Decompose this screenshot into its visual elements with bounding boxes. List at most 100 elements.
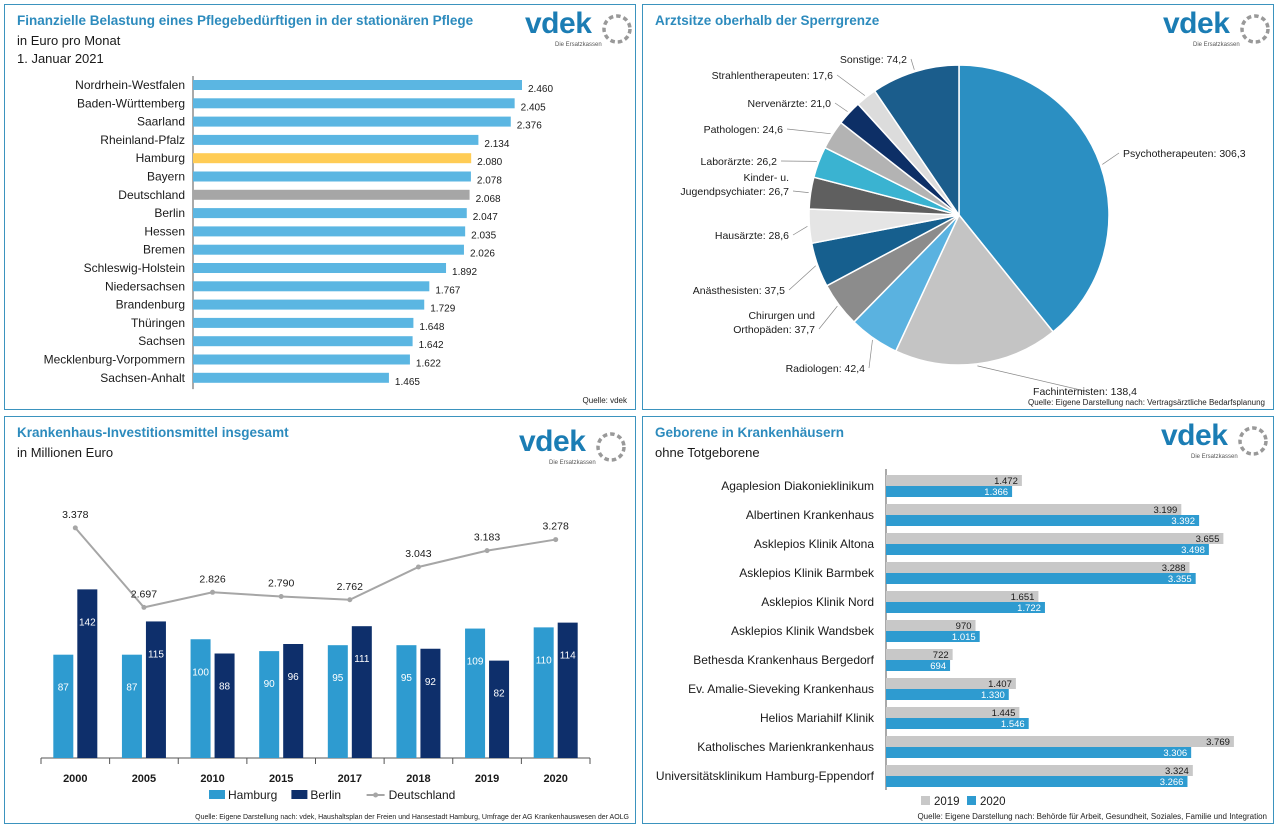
- bar: [193, 226, 466, 237]
- slice-label: Pathologen: 24,6: [704, 124, 784, 136]
- bar: [193, 189, 470, 200]
- category-label: Mecklenburg-Vorpommern: [44, 353, 185, 367]
- chart-title: Krankenhaus-Investitionsmittel insgesamt: [17, 425, 289, 440]
- pie-chart-arztsitze: Psychotherapeuten: 306,3 Fachinternisten:…: [680, 54, 1245, 398]
- leader-line: [792, 190, 809, 193]
- data-label: 110: [536, 655, 552, 666]
- line-point: [484, 548, 490, 554]
- x-tick-label: 2018: [406, 773, 430, 785]
- slice-label: Nervenärzte: 21,0: [748, 98, 832, 110]
- category-label: Hamburg: [136, 151, 185, 165]
- x-tick-label: 2015: [269, 773, 293, 785]
- bar: [886, 602, 1045, 613]
- panel-geborene: Geborene in Krankenhäusern ohne Totgebor…: [642, 416, 1274, 824]
- data-label: 2.026: [470, 249, 495, 260]
- category-label: Baden-Württemberg: [77, 96, 185, 110]
- data-label: 1.546: [1001, 719, 1025, 730]
- line-point: [347, 597, 353, 603]
- bar: [193, 208, 467, 219]
- logo-text: vdek: [525, 7, 592, 40]
- line-data-label: 2.762: [337, 581, 363, 593]
- data-label: 87: [58, 683, 70, 694]
- bar: [533, 627, 554, 758]
- bar: [886, 486, 1013, 497]
- bar-chart-pflege: Nordrhein-Westfalen 2.460 Baden-Württember…: [44, 76, 553, 390]
- bar: [145, 621, 166, 758]
- pie-slice: [873, 64, 960, 218]
- data-label: 1.445: [992, 708, 1016, 719]
- bar: [886, 707, 1020, 718]
- data-label: 3.655: [1196, 534, 1220, 545]
- data-label: 3.355: [1168, 574, 1192, 585]
- data-label: 2.078: [477, 176, 502, 187]
- category-label: Asklepios Klinik Nord: [761, 595, 874, 609]
- bar: [193, 299, 425, 310]
- logo-dots-icon: [1238, 426, 1268, 456]
- data-label: 2.460: [528, 84, 553, 95]
- category-label: Saarland: [137, 115, 185, 129]
- category-label: Berlin: [154, 206, 185, 220]
- legend-label: 2019: [934, 796, 960, 808]
- leader-line: [788, 265, 816, 291]
- line-point: [141, 604, 147, 610]
- bar: [886, 678, 1016, 689]
- data-label: 3.288: [1162, 563, 1186, 574]
- bar: [193, 244, 464, 255]
- category-label: Bethesda Krankenhaus Bergedorf: [693, 653, 874, 667]
- bar: [886, 504, 1182, 515]
- bar: [351, 626, 372, 758]
- x-tick-label: 2020: [543, 773, 567, 785]
- leader-line: [818, 305, 838, 330]
- leader-line: [792, 226, 808, 236]
- data-label: 2.080: [477, 157, 502, 168]
- category-label: Bayern: [147, 170, 185, 184]
- leader-line: [868, 339, 873, 369]
- panel-arztsitze: Arztsitze oberhalb der Sperrgrenze vdek …: [642, 4, 1274, 410]
- slice-label: Strahlentherapeuten: 17,6: [712, 70, 834, 82]
- bar: [193, 171, 471, 182]
- bar: [193, 153, 472, 164]
- legend-label: 2020: [980, 796, 1006, 808]
- bar: [283, 644, 304, 758]
- logo-tagline: Die Ersatzkassen: [1191, 454, 1238, 460]
- data-label: 2.405: [521, 102, 546, 113]
- logo-text: vdek: [1163, 7, 1230, 40]
- category-label: Sachsen: [138, 334, 185, 348]
- bar: [886, 573, 1196, 584]
- slice-label: Orthopäden: 37,7: [733, 324, 815, 336]
- line-data-label: 2.697: [131, 588, 157, 600]
- vdek-logo: vdek Die Ersatzkassen: [519, 425, 629, 471]
- vdek-logo: vdek Die Ersatzkassen: [525, 7, 635, 53]
- vdek-logo: vdek Die Ersatzkassen: [1161, 419, 1271, 465]
- source-note: Quelle: Eigene Darstellung nach: vdek, H…: [195, 814, 629, 821]
- line-data-label: 3.043: [405, 548, 431, 560]
- data-label: 115: [148, 649, 164, 660]
- data-label: 2.376: [517, 121, 542, 132]
- leader-line: [786, 128, 831, 135]
- data-label: 3.266: [1160, 777, 1184, 788]
- slice-label: Kinder- u.: [743, 172, 789, 184]
- bar: [53, 654, 74, 758]
- bar: [77, 589, 98, 758]
- bar: [886, 515, 1200, 526]
- line-point: [278, 594, 284, 599]
- data-label: 1.648: [419, 322, 444, 333]
- data-label: 722: [933, 650, 949, 661]
- data-label: 95: [332, 673, 344, 684]
- bar: [259, 651, 280, 758]
- logo-dots-icon: [1240, 14, 1270, 44]
- legend-swatch: [291, 790, 308, 799]
- source-note: Quelle: Eigene Darstellung nach: Vertrag…: [1027, 398, 1265, 407]
- x-tick-label: 2017: [338, 773, 362, 785]
- line-data-label: 3.183: [474, 532, 500, 544]
- leader-line: [1102, 152, 1120, 165]
- bar: [193, 317, 414, 328]
- panel-investitionsmittel: Krankenhaus-Investitionsmittel insgesamt…: [4, 416, 636, 824]
- logo-dots-icon: [596, 432, 626, 462]
- logo-tagline: Die Ersatzkassen: [549, 460, 596, 466]
- category-label: Nordrhein-Westfalen: [75, 78, 185, 92]
- bar: [886, 776, 1188, 787]
- x-tick-label: 2010: [200, 773, 224, 785]
- bar: [886, 620, 976, 631]
